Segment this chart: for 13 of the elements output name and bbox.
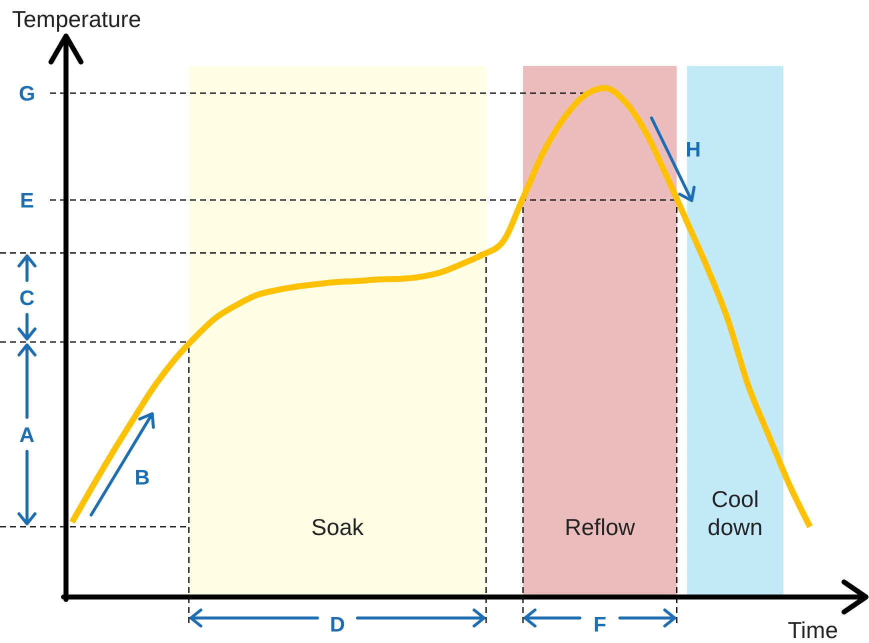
ref-line-label: E [20, 190, 34, 213]
annotation: Cool down [708, 486, 763, 540]
annotation: B [134, 466, 150, 490]
text: A [19, 424, 35, 447]
y-axis-title: Temperature [12, 6, 142, 32]
text: C [19, 287, 35, 310]
text: F [593, 614, 606, 637]
text: D [330, 614, 346, 637]
x-axis-title: Time [788, 617, 838, 643]
annotation: Reflow [564, 514, 636, 540]
annotation: H [686, 138, 701, 162]
annotation: Soak [311, 514, 364, 540]
ref-line-label: G [18, 82, 36, 106]
